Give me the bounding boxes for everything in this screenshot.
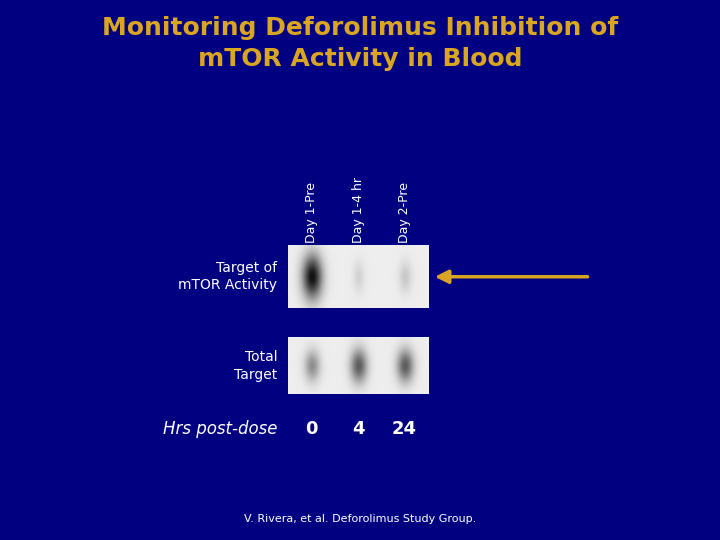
- Text: V. Rivera, et al. Deforolimus Study Group.: V. Rivera, et al. Deforolimus Study Grou…: [244, 514, 476, 524]
- Text: Day 1-Pre: Day 1-Pre: [305, 182, 318, 243]
- Text: Target of
mTOR Activity: Target of mTOR Activity: [179, 261, 277, 292]
- Text: 4: 4: [352, 420, 364, 438]
- Text: Day 2-Pre: Day 2-Pre: [398, 182, 411, 243]
- Text: 0: 0: [305, 420, 318, 438]
- Text: 24: 24: [392, 420, 417, 438]
- Text: Day 1-4 hr: Day 1-4 hr: [351, 177, 365, 243]
- Text: Monitoring Deforolimus Inhibition of
mTOR Activity in Blood: Monitoring Deforolimus Inhibition of mTO…: [102, 16, 618, 71]
- Text: Total
Target: Total Target: [234, 350, 277, 381]
- Text: Hrs post-dose: Hrs post-dose: [163, 420, 277, 438]
